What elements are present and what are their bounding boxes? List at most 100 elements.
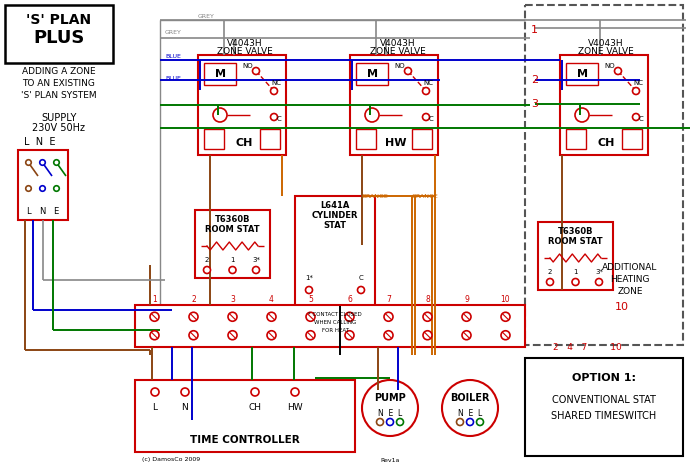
Text: 'S' PLAN SYSTEM: 'S' PLAN SYSTEM <box>21 92 97 101</box>
Text: E: E <box>53 207 59 217</box>
Circle shape <box>251 388 259 396</box>
Text: 2   4   7        10: 2 4 7 10 <box>553 344 622 352</box>
Text: ROOM STAT: ROOM STAT <box>548 237 603 247</box>
Text: 10: 10 <box>501 295 511 305</box>
Circle shape <box>386 418 393 425</box>
Circle shape <box>384 312 393 321</box>
Circle shape <box>306 286 313 293</box>
Circle shape <box>404 67 411 74</box>
Circle shape <box>267 331 276 340</box>
Bar <box>204 63 236 85</box>
Text: 8: 8 <box>425 295 430 305</box>
Circle shape <box>462 312 471 321</box>
Circle shape <box>150 331 159 340</box>
Bar <box>356 63 388 85</box>
Text: CONVENTIONAL STAT: CONVENTIONAL STAT <box>552 395 656 405</box>
Circle shape <box>633 88 640 95</box>
Text: N  E  L: N E L <box>458 410 482 418</box>
Text: 1: 1 <box>230 257 235 263</box>
Text: GREY: GREY <box>198 14 215 19</box>
Text: 1*: 1* <box>305 275 313 281</box>
Text: 3: 3 <box>531 99 538 109</box>
Text: PUMP: PUMP <box>374 393 406 403</box>
Circle shape <box>423 331 432 340</box>
Text: NC: NC <box>423 80 433 86</box>
Text: BLUE: BLUE <box>165 53 181 58</box>
Text: ADDITIONAL: ADDITIONAL <box>602 263 658 272</box>
Text: ZONE VALVE: ZONE VALVE <box>370 47 426 57</box>
Bar <box>566 129 586 149</box>
Text: 2: 2 <box>191 295 196 305</box>
Text: M: M <box>215 69 226 79</box>
Bar <box>538 222 613 290</box>
Text: 3: 3 <box>230 295 235 305</box>
Circle shape <box>422 114 429 120</box>
Circle shape <box>253 266 259 273</box>
Text: PLUS: PLUS <box>33 29 85 47</box>
Text: ZONE VALVE: ZONE VALVE <box>578 47 634 57</box>
Bar <box>160 20 600 335</box>
Bar <box>5 5 113 63</box>
Text: L641A: L641A <box>320 202 350 211</box>
Circle shape <box>365 108 379 122</box>
Circle shape <box>362 380 418 436</box>
Text: 230V 50Hz: 230V 50Hz <box>32 123 86 133</box>
Text: M: M <box>577 69 587 79</box>
Bar <box>135 380 355 452</box>
Text: 2: 2 <box>531 75 538 85</box>
Text: 9: 9 <box>464 295 469 305</box>
Text: 3*: 3* <box>595 269 603 275</box>
Circle shape <box>397 418 404 425</box>
Circle shape <box>270 88 277 95</box>
Bar <box>135 305 525 347</box>
Circle shape <box>357 286 364 293</box>
Circle shape <box>229 266 236 273</box>
Bar <box>525 5 683 345</box>
Text: GREY: GREY <box>165 29 182 35</box>
Text: C: C <box>428 116 433 122</box>
Text: C: C <box>277 116 282 122</box>
Bar <box>560 55 648 155</box>
Circle shape <box>442 380 498 436</box>
Circle shape <box>267 312 276 321</box>
Text: CH: CH <box>597 138 615 148</box>
Text: 'S' PLAN: 'S' PLAN <box>26 13 92 27</box>
Circle shape <box>633 114 640 120</box>
Circle shape <box>462 331 471 340</box>
Bar <box>350 55 438 155</box>
Text: 1: 1 <box>152 295 157 305</box>
Text: ROOM STAT: ROOM STAT <box>205 226 260 234</box>
Text: V4043H: V4043H <box>380 38 416 47</box>
Circle shape <box>345 331 354 340</box>
Bar <box>204 129 224 149</box>
Text: ZONE: ZONE <box>618 287 643 297</box>
Text: BLUE: BLUE <box>165 75 181 80</box>
Circle shape <box>306 312 315 321</box>
Circle shape <box>615 67 622 74</box>
Bar <box>295 196 375 306</box>
Text: 4: 4 <box>269 295 274 305</box>
Circle shape <box>151 388 159 396</box>
Text: Rev1a: Rev1a <box>380 458 400 462</box>
Bar <box>356 129 376 149</box>
Circle shape <box>595 278 602 285</box>
Circle shape <box>546 278 553 285</box>
Text: 5: 5 <box>308 295 313 305</box>
Text: N: N <box>181 403 188 412</box>
Text: N: N <box>39 207 45 217</box>
Text: FOR HEAT: FOR HEAT <box>322 328 348 332</box>
Circle shape <box>228 331 237 340</box>
Circle shape <box>253 67 259 74</box>
Text: 1: 1 <box>573 269 578 275</box>
Text: TIME CONTROLLER: TIME CONTROLLER <box>190 435 300 445</box>
Text: (c) DamosCo 2009: (c) DamosCo 2009 <box>142 458 200 462</box>
Circle shape <box>189 312 198 321</box>
Circle shape <box>213 108 227 122</box>
Circle shape <box>423 312 432 321</box>
Text: C: C <box>639 116 643 122</box>
Text: 7: 7 <box>386 295 391 305</box>
Circle shape <box>477 418 484 425</box>
Bar <box>198 55 286 155</box>
Bar <box>622 129 642 149</box>
Circle shape <box>306 331 315 340</box>
